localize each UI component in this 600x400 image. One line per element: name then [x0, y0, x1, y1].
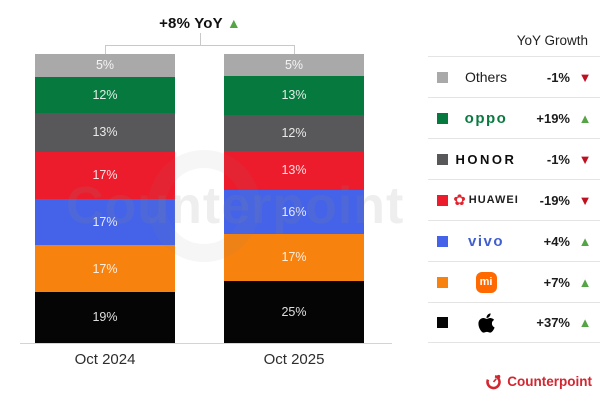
segment-oppo-2024: 12% — [35, 76, 175, 114]
legend-brand: Others — [448, 69, 524, 85]
segment-value-label: 25% — [281, 304, 307, 319]
xiaomi-logo-icon: mi — [475, 271, 497, 293]
x-axis-line — [20, 343, 392, 344]
segment-value-label: 5% — [284, 57, 304, 72]
legend-rows: Others -1% ▼ oppo +19% ▲ HONOR -1% ▼ ✿ HUAWEI -19% ▼… — [428, 56, 600, 343]
segment-value-label: 17% — [281, 250, 307, 265]
legend-yoy-value: -19% — [539, 192, 570, 208]
legend-brand: vivo — [448, 233, 524, 250]
legend-swatch — [437, 71, 448, 83]
down-triangle-icon: ▼ — [578, 192, 592, 208]
legend-row-huawei: ✿ HUAWEI -19% ▼ — [428, 179, 600, 220]
segment-huawei-2024: 17% — [35, 151, 175, 199]
x-label-oct-2024: Oct 2024 — [74, 351, 136, 368]
legend-brand: oppo — [448, 110, 524, 127]
up-triangle-icon: ▲ — [578, 233, 592, 249]
yoy-annotation-label: +8% YoY — [159, 15, 223, 32]
segment-vivo-2025: 16% — [224, 189, 364, 235]
legend-brand — [448, 312, 524, 334]
vivo-logo: vivo — [467, 232, 504, 250]
legend-yoy-value: -1% — [546, 151, 570, 167]
segment-huawei-2025: 13% — [224, 151, 364, 190]
segment-value-label: 12% — [281, 125, 307, 140]
legend-panel: YoY Growth Others -1% ▼ oppo +19% ▲ HONOR -1% ▼ ✿… — [428, 24, 600, 343]
legend-swatch — [437, 276, 448, 288]
legend-row-xiaomi: mi +7% ▲ — [428, 261, 600, 302]
huawei-logo: ✿ HUAWEI — [453, 191, 519, 209]
segment-apple-2024: 19% — [35, 292, 175, 343]
yoy-annotation: +8% YoY ▲ — [118, 15, 282, 32]
legend-yoy-value: -1% — [546, 69, 570, 85]
segment-value-label: 12% — [92, 87, 118, 102]
bracket-right-tick — [294, 45, 295, 54]
bar-oct-2025: 5% 13% 12% 13% 16% 17% 25% — [224, 54, 364, 343]
bracket-horizontal — [105, 45, 295, 46]
segment-value-label: 13% — [281, 163, 307, 178]
segment-others-2024: 5% — [35, 54, 175, 77]
segment-honor-2024: 13% — [35, 113, 175, 152]
legend-brand: HONOR — [448, 152, 524, 167]
up-triangle-icon: ▲ — [578, 110, 592, 126]
counterpoint-wordmark: Counterpoint — [507, 374, 592, 389]
legend-swatch — [437, 235, 448, 247]
segment-xiaomi-2024: 17% — [35, 245, 175, 293]
down-triangle-icon: ▼ — [578, 151, 592, 167]
segment-apple-2025: 25% — [224, 280, 364, 343]
legend-row-oppo: oppo +19% ▲ — [428, 97, 600, 138]
segment-vivo-2024: 17% — [35, 198, 175, 246]
segment-oppo-2025: 13% — [224, 76, 364, 115]
bracket-center-stub — [200, 33, 201, 45]
segment-value-label: 17% — [92, 168, 118, 183]
down-triangle-icon: ▼ — [578, 69, 592, 85]
others-label: Others — [464, 69, 507, 85]
segment-honor-2025: 12% — [224, 114, 364, 152]
legend-yoy-value: +37% — [536, 315, 570, 330]
counterpoint-logo-icon — [486, 374, 502, 390]
apple-logo-icon — [477, 312, 495, 333]
segment-value-label: 16% — [281, 204, 307, 219]
legend-brand: ✿ HUAWEI — [448, 193, 524, 208]
legend-swatch — [437, 112, 448, 124]
up-triangle-icon: ▲ — [578, 315, 592, 330]
segment-value-label: 13% — [92, 125, 118, 140]
segment-value-label: 13% — [281, 88, 307, 103]
huawei-flower-icon: ✿ — [453, 191, 466, 209]
segment-value-label: 19% — [92, 310, 118, 325]
oppo-logo: oppo — [464, 109, 508, 127]
counterpoint-branding: Counterpoint — [485, 373, 592, 390]
segment-others-2025: 5% — [224, 54, 364, 77]
bar-oct-2024: 5% 12% 13% 17% 17% 17% 19% — [35, 54, 175, 343]
segment-xiaomi-2025: 17% — [224, 234, 364, 281]
legend-swatch — [437, 153, 448, 165]
legend-title: YoY Growth — [516, 32, 588, 48]
legend-row-others: Others -1% ▼ — [428, 56, 600, 97]
bracket-left-tick — [105, 45, 106, 54]
x-label-oct-2025: Oct 2025 — [263, 351, 325, 368]
legend-yoy-value: +19% — [536, 110, 570, 126]
up-triangle-icon: ▲ — [226, 15, 241, 31]
legend-swatch — [437, 317, 448, 328]
honor-logo: HONOR — [455, 151, 517, 167]
legend-brand: mi — [448, 271, 524, 293]
legend-row-vivo: vivo +4% ▲ — [428, 220, 600, 261]
segment-value-label: 17% — [92, 261, 118, 276]
legend-yoy-value: +7% — [543, 274, 570, 290]
legend-swatch — [437, 194, 448, 206]
legend-row-apple: +37% ▲ — [428, 302, 600, 343]
segment-value-label: 5% — [95, 58, 115, 73]
up-triangle-icon: ▲ — [578, 274, 592, 290]
legend-row-honor: HONOR -1% ▼ — [428, 138, 600, 179]
segment-value-label: 17% — [92, 214, 118, 229]
legend-yoy-value: +4% — [543, 233, 570, 249]
